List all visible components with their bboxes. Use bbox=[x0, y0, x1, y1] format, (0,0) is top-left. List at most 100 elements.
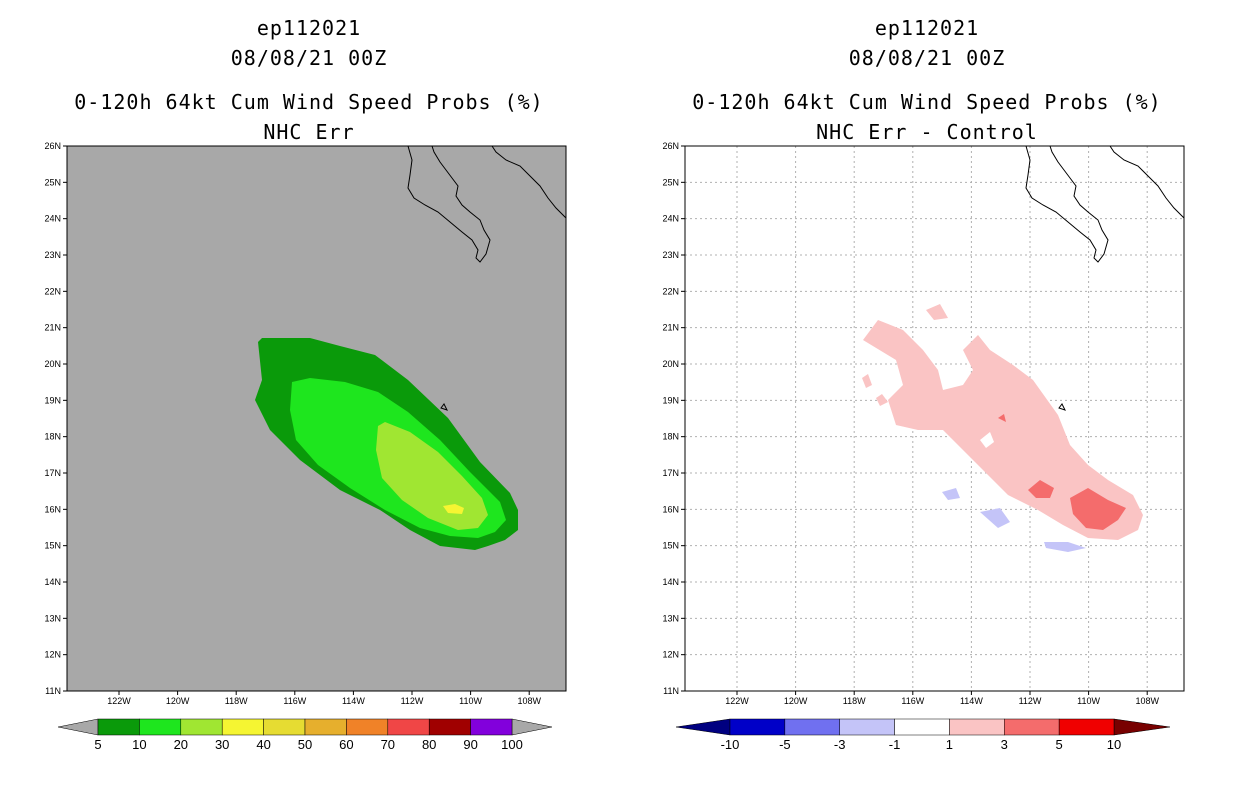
left-axis-labels: 26N 25N 24N 23N 22N 21N 20N 19N 18N 17N 16N 15N 14N 1… bbox=[44, 141, 541, 706]
lon-label: 110W bbox=[459, 696, 482, 706]
left-coastline-baja bbox=[407, 145, 491, 263]
lat-label: 11N bbox=[663, 686, 679, 696]
lat-label: 17N bbox=[44, 468, 61, 478]
left-colorbar: 5 10 20 30 40 50 60 70 80 90 100 bbox=[57, 718, 553, 752]
lat-label: 12N bbox=[44, 650, 61, 660]
right-map: 26N 25N 24N 23N 22N 21N 20N 19N 18N 17N 16N 15N 14N 1… bbox=[662, 141, 1185, 752]
lon-label: 120W bbox=[784, 696, 808, 706]
right-datetime: 08/08/21 00Z bbox=[848, 46, 1006, 70]
diff-contour-plus1-blob-b bbox=[862, 374, 872, 388]
right-subtitle: NHC Err - Control bbox=[816, 120, 1038, 144]
right-colorbar: -10 -5 -3 -1 1 3 5 10 bbox=[675, 718, 1171, 752]
lat-label: 23N bbox=[662, 250, 679, 260]
lon-label: 108W bbox=[517, 696, 541, 706]
lat-label: 19N bbox=[662, 395, 679, 405]
lat-label: 14N bbox=[662, 577, 679, 587]
colorbar-label: 20 bbox=[174, 737, 188, 752]
diff-contour-plus3-a bbox=[1028, 480, 1054, 498]
lat-label: 15N bbox=[44, 541, 61, 551]
lat-label: 20N bbox=[44, 359, 61, 369]
lon-label: 118W bbox=[225, 696, 248, 706]
lat-label: 14N bbox=[44, 577, 61, 587]
colorbar-label: 90 bbox=[463, 737, 477, 752]
colorbar-swatch bbox=[221, 718, 264, 736]
diff-hole-white bbox=[980, 432, 994, 448]
colorbar-label: 5 bbox=[1056, 737, 1063, 752]
lon-label: 122W bbox=[725, 696, 749, 706]
lat-label: 12N bbox=[662, 650, 679, 660]
lat-label: 18N bbox=[662, 432, 679, 442]
colorbar-label: -5 bbox=[779, 737, 791, 752]
lon-label: 120W bbox=[166, 696, 190, 706]
right-colorbar-high-cap bbox=[1113, 718, 1171, 736]
lat-label: 23N bbox=[44, 250, 61, 260]
colorbar-swatch bbox=[1058, 718, 1115, 736]
colorbar-label: -3 bbox=[834, 737, 846, 752]
lon-label: 116W bbox=[283, 696, 306, 706]
lat-label: 20N bbox=[662, 359, 679, 369]
right-island-socorro bbox=[1058, 403, 1066, 411]
diff-contour-plus1 bbox=[863, 320, 1143, 540]
colorbar-label: 3 bbox=[1001, 737, 1008, 752]
diff-contour-minus1-c bbox=[1044, 542, 1086, 552]
lon-label: 112W bbox=[1019, 696, 1042, 706]
colorbar-swatch bbox=[346, 718, 389, 736]
left-colorbar-low-cap bbox=[57, 718, 99, 736]
colorbar-swatch bbox=[387, 718, 430, 736]
right-map-frame bbox=[684, 145, 1185, 692]
left-map: 26N 25N 24N 23N 22N 21N 20N 19N 18N 17N 16N 15N 14N 1… bbox=[44, 141, 567, 752]
colorbar-label: 60 bbox=[339, 737, 353, 752]
left-title: 0-120h 64kt Cum Wind Speed Probs (%) bbox=[74, 90, 544, 114]
diff-contour-minus1-b bbox=[980, 508, 1010, 528]
colorbar-label: 70 bbox=[381, 737, 395, 752]
lat-label: 21N bbox=[44, 323, 61, 333]
right-coastline-mainland bbox=[1109, 145, 1185, 219]
colorbar-swatch bbox=[180, 718, 223, 736]
lat-label: 21N bbox=[662, 323, 679, 333]
diff-contour-plus1-blob-a bbox=[926, 304, 948, 320]
lon-label: 112W bbox=[401, 696, 424, 706]
lon-label: 114W bbox=[960, 696, 983, 706]
colorbar-swatch bbox=[97, 718, 140, 736]
lon-label: 122W bbox=[107, 696, 131, 706]
colorbar-label: -10 bbox=[721, 737, 740, 752]
left-map-frame bbox=[66, 145, 567, 692]
colorbar-swatch bbox=[1004, 718, 1060, 736]
lat-label: 13N bbox=[44, 613, 61, 623]
lon-label: 116W bbox=[901, 696, 924, 706]
lat-label: 22N bbox=[662, 286, 679, 296]
right-colorbar-low-cap bbox=[675, 718, 731, 736]
lat-label: 16N bbox=[662, 504, 679, 514]
colorbar-swatch bbox=[470, 718, 513, 736]
left-subtitle: NHC Err bbox=[263, 120, 355, 144]
lat-label: 17N bbox=[662, 468, 679, 478]
left-panel: ep112021 08/08/21 00Z 0-120h 64kt Cum Wi… bbox=[44, 16, 567, 752]
colorbar-swatch bbox=[263, 718, 306, 736]
lat-label: 15N bbox=[662, 541, 679, 551]
prob-contour-30 bbox=[443, 504, 464, 514]
right-title: 0-120h 64kt Cum Wind Speed Probs (%) bbox=[692, 90, 1162, 114]
lon-label: 118W bbox=[843, 696, 866, 706]
lon-label: 114W bbox=[342, 696, 365, 706]
left-island-socorro bbox=[440, 403, 448, 411]
diff-contour-plus1-blob-c bbox=[876, 394, 888, 406]
lat-label: 25N bbox=[44, 177, 61, 187]
colorbar-label: 10 bbox=[132, 737, 146, 752]
colorbar-label: 80 bbox=[422, 737, 436, 752]
colorbar-swatch bbox=[949, 718, 1005, 736]
lat-label: 24N bbox=[44, 214, 61, 224]
lat-label: 25N bbox=[662, 177, 679, 187]
right-coastline-baja bbox=[1025, 145, 1109, 263]
left-datetime: 08/08/21 00Z bbox=[230, 46, 388, 70]
left-colorbar-high-cap bbox=[511, 718, 553, 736]
colorbar-swatch bbox=[894, 718, 950, 736]
right-panel: ep112021 08/08/21 00Z 0-120h 64kt Cum Wi… bbox=[618, 0, 1236, 800]
prob-contour-20 bbox=[376, 422, 488, 530]
colorbar-label: 1 bbox=[946, 737, 953, 752]
colorbar-label: 40 bbox=[256, 737, 270, 752]
colorbar-label: 5 bbox=[94, 737, 101, 752]
lat-label: 11N bbox=[45, 686, 61, 696]
colorbar-label: 50 bbox=[298, 737, 312, 752]
colorbar-swatch bbox=[304, 718, 347, 736]
lat-label: 26N bbox=[662, 141, 679, 151]
